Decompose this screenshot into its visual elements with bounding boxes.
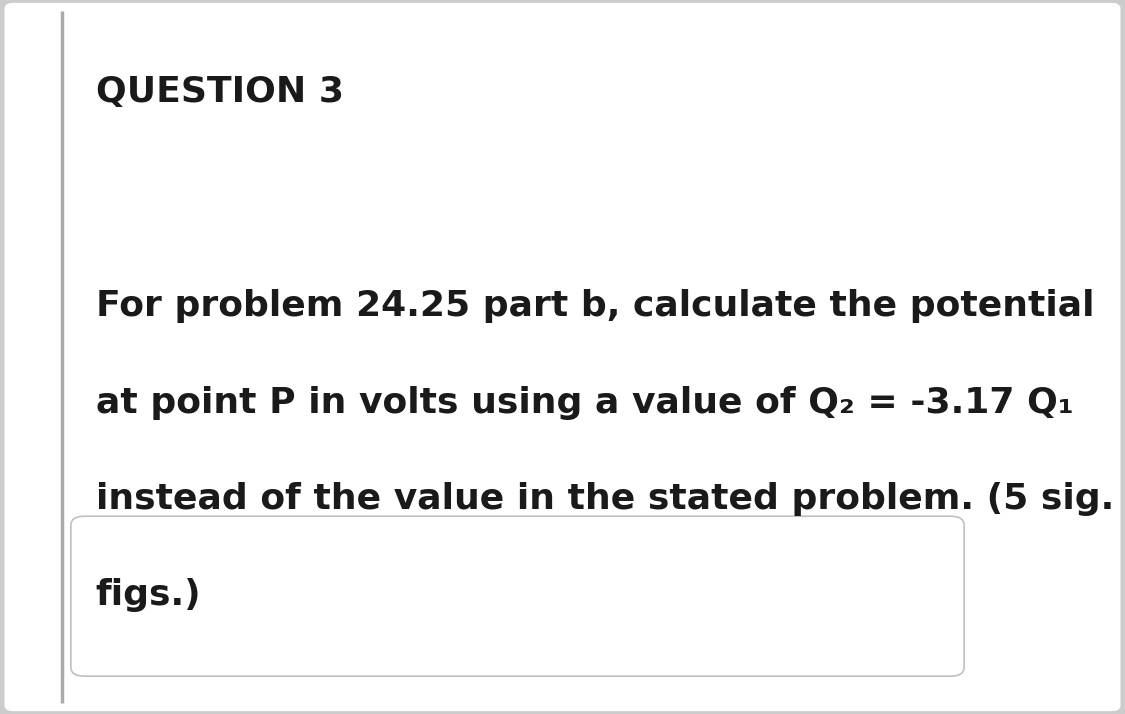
Text: figs.): figs.) (96, 578, 201, 613)
Text: instead of the value in the stated problem. (5 sig.: instead of the value in the stated probl… (96, 482, 1114, 516)
Text: QUESTION 3: QUESTION 3 (96, 75, 343, 109)
Text: For problem 24.25 part b, calculate the potential: For problem 24.25 part b, calculate the … (96, 289, 1095, 323)
Text: at point P in volts using a value of Q₂ = -3.17 Q₁: at point P in volts using a value of Q₂ … (96, 386, 1073, 420)
